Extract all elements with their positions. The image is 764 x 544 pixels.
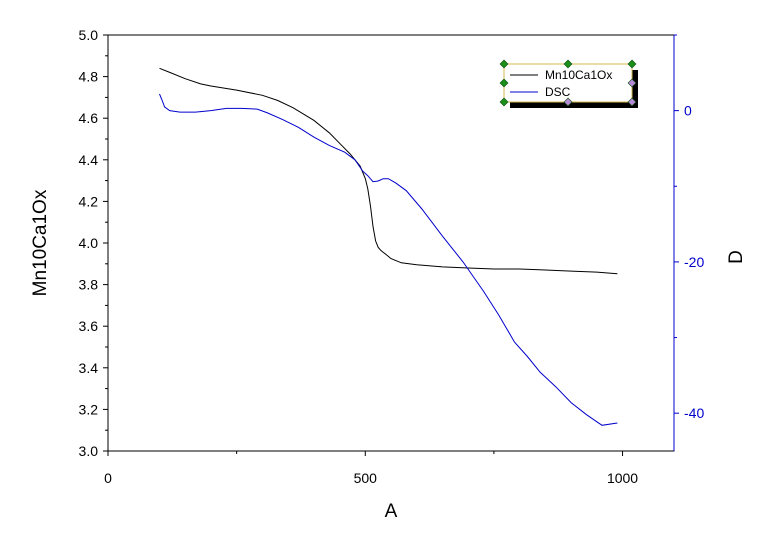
legend-handles[interactable]	[499, 59, 637, 107]
y2-axis-title: D	[726, 250, 747, 264]
y-tick-label: 4.4	[79, 152, 99, 168]
y-tick-label: 4.0	[79, 235, 99, 251]
y-tick-label: 3.6	[79, 318, 99, 334]
legend-label-mn10ca1ox: Mn10Ca1Ox	[545, 68, 612, 82]
x-axis-title: A	[385, 501, 398, 522]
x-tick-label: 500	[354, 470, 378, 486]
y-tick-label: 4.8	[79, 69, 99, 85]
legend-label-dsc: DSC	[545, 85, 571, 99]
x-tick-label: 1000	[607, 470, 638, 486]
series-line-dsc	[159, 93, 618, 426]
legend-resize-handle[interactable]	[627, 97, 637, 107]
y-tick-label: 4.2	[79, 193, 99, 209]
bottom-axis: 0 500 1000	[104, 451, 638, 486]
legend-box	[503, 63, 633, 103]
y-tick-label: 3.2	[79, 401, 99, 417]
legend-resize-handle[interactable]	[499, 97, 509, 107]
y-tick-label: 5.0	[79, 27, 99, 43]
y2-tick-label: -40	[684, 405, 704, 421]
y-tick-label: 3.8	[79, 277, 99, 293]
legend-resize-handle[interactable]	[563, 59, 573, 69]
legend-resize-handle[interactable]	[499, 78, 509, 88]
x-tick-label: 0	[104, 470, 112, 486]
right-axis: 0 -20 -40	[674, 34, 704, 421]
legend-resize-handle[interactable]	[627, 78, 637, 88]
legend-resize-handle[interactable]	[627, 59, 637, 69]
y-tick-label: 4.6	[79, 110, 99, 126]
y-tick-label: 3.0	[79, 443, 99, 459]
legend-resize-handle[interactable]	[499, 59, 509, 69]
y2-tick-label: 0	[684, 103, 692, 119]
series-line-mn10ca1ox	[159, 67, 618, 275]
legend-resize-handle[interactable]	[563, 97, 573, 107]
series-group	[159, 67, 618, 426]
left-axis: 3.0 3.2 3.4 3.6 3.8 4.0 4.2 4.4 4.6 4.8 5.0	[79, 27, 108, 459]
y2-tick-label: -20	[684, 254, 704, 270]
y-tick-label: 3.4	[79, 360, 99, 376]
legend[interactable]: Mn10Ca1Ox DSC	[499, 59, 638, 108]
y-axis-title: Mn10Ca1Ox	[30, 189, 51, 296]
